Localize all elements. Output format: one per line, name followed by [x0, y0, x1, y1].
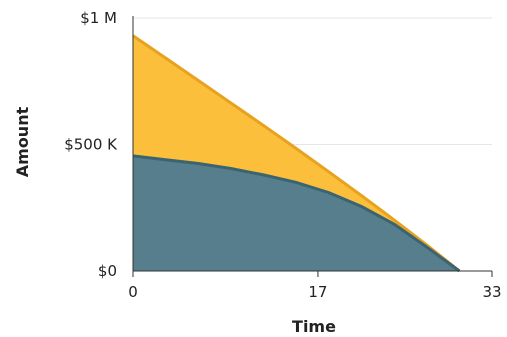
line-upper-series [132, 34, 461, 273]
y-tick-label: $1 M [80, 9, 117, 27]
line-lower-series [132, 154, 461, 273]
tick-labels: $0 $500 K $1 M 0 17 33 [64, 9, 501, 301]
y-axis-title: Amount [13, 106, 32, 177]
x-tick-label: 33 [482, 283, 501, 301]
area-series [132, 34, 461, 273]
x-tick-label: 0 [128, 283, 138, 301]
y-tick-label: $0 [98, 262, 117, 280]
y-tick-label: $500 K [64, 136, 118, 154]
x-tick-label: 17 [308, 283, 327, 301]
axes [132, 16, 493, 277]
x-axis-title: Time [292, 317, 336, 336]
area-lower-series [133, 155, 460, 271]
